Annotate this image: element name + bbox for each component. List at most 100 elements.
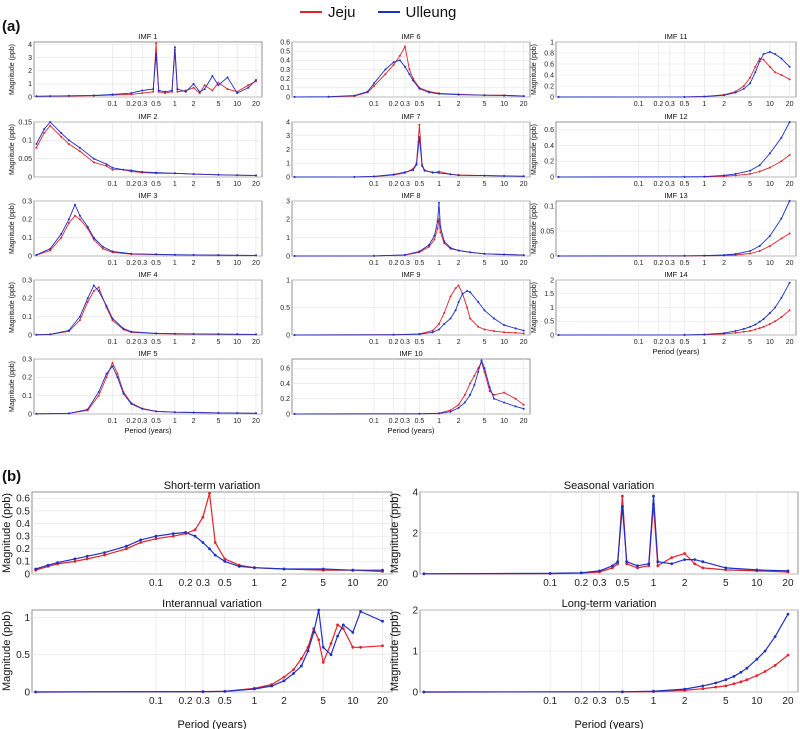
x-tick-label: 0.1 <box>634 260 644 267</box>
data-point-ulleung <box>418 412 421 415</box>
data-point-ulleung <box>201 690 205 694</box>
x-tick-label: 1 <box>173 418 177 425</box>
data-point-ulleung <box>67 94 70 97</box>
data-point-ulleung <box>557 334 560 336</box>
data-point-jeju <box>292 668 295 671</box>
data-point-ulleung <box>78 315 81 318</box>
data-point-ulleung <box>35 333 38 336</box>
plot-area <box>31 609 393 693</box>
data-point-jeju <box>522 332 525 335</box>
y-tick-label: 0.2 <box>280 76 290 83</box>
data-point-jeju <box>321 660 325 664</box>
y-tick-label: 2 <box>286 217 290 224</box>
data-point-ulleung <box>253 687 256 691</box>
chart-imf10: IMF 100.1 0.2 0.3 0.5 1 2 5 10 2000.20.40.6Perio… <box>280 349 531 435</box>
data-point-ulleung <box>176 88 179 91</box>
y-tick-label: 0.3 <box>22 356 32 363</box>
data-point-ulleung <box>732 675 736 678</box>
x-tick-label: 0.1 <box>634 339 644 346</box>
data-point-ulleung <box>192 82 195 85</box>
data-point-ulleung <box>439 225 442 228</box>
y-axis-label: Magnitude (ppb) <box>9 361 16 412</box>
y-tick-label: 0.1 <box>280 85 290 92</box>
data-point-ulleung <box>701 684 705 688</box>
x-tick-label: 0.3 <box>665 181 675 188</box>
data-point-jeju <box>141 92 144 95</box>
x-tick-label: 0.5 <box>680 181 690 188</box>
data-point-ulleung <box>483 174 486 177</box>
x-tick-label: 10 <box>751 696 763 707</box>
x-tick-label: 20 <box>252 339 260 346</box>
x-tick-label: 20 <box>520 418 528 425</box>
data-point-ulleung <box>312 631 316 634</box>
data-point-ulleung <box>49 121 52 123</box>
data-point-ulleung <box>130 92 133 95</box>
data-point-jeju <box>49 249 52 252</box>
data-point-ulleung <box>404 253 406 256</box>
y-tick-label: 0 <box>286 94 290 101</box>
chart-title: IMF 5 <box>138 349 157 358</box>
y-tick-label: 0.4 <box>544 72 554 79</box>
y-tick-label: 1 <box>28 81 32 88</box>
x-tick-label: 0.2 <box>574 578 588 589</box>
data-point-jeju <box>155 42 158 45</box>
y-tick-label: 2 <box>412 528 418 539</box>
y-axis-label: Magnitude (ppb) <box>531 44 538 95</box>
x-tick-label: 10 <box>500 181 508 188</box>
y-tick-label: 0 <box>550 174 554 181</box>
data-point-ulleung <box>693 558 697 561</box>
y-tick-label: 0 <box>28 411 32 418</box>
data-point-ulleung <box>621 505 624 508</box>
y-tick-label: 0 <box>286 174 290 181</box>
y-axis-label: Magnitude (ppb) <box>1 493 13 573</box>
chart-title: IMF 3 <box>138 191 157 200</box>
data-point-ulleung <box>483 252 486 255</box>
data-point-jeju <box>514 331 517 334</box>
data-point-jeju <box>755 674 759 677</box>
data-point-jeju <box>621 494 624 498</box>
x-tick-label: 0.1 <box>108 181 118 188</box>
data-point-jeju <box>171 534 175 538</box>
x-tick-label: 1 <box>173 260 177 267</box>
y-tick-label: 3 <box>286 133 290 140</box>
x-tick-label: 2 <box>192 418 196 425</box>
y-axis-label: Magnitude (ppb) <box>531 124 538 175</box>
x-tick-label: 20 <box>252 260 260 267</box>
data-point-ulleung <box>652 494 655 498</box>
data-point-ulleung <box>774 306 777 309</box>
data-point-jeju <box>247 84 250 87</box>
series-line-ulleung <box>294 59 524 98</box>
chart-imf8: IMF 8 0.1 0.2 0.3 0.5 1 2 5 10 20 0 1 2 3 <box>286 191 531 267</box>
data-point-ulleung <box>101 245 104 248</box>
x-tick-label: 10 <box>751 578 763 589</box>
data-point-jeju <box>754 65 757 68</box>
data-point-jeju <box>754 328 757 331</box>
x-tick-label: 5 <box>748 181 752 188</box>
data-point-ulleung <box>192 332 195 335</box>
plot-area <box>291 358 531 415</box>
data-point-jeju <box>201 515 205 519</box>
data-point-ulleung <box>438 201 440 204</box>
data-point-ulleung <box>788 121 791 123</box>
legend-swatch-jeju <box>300 11 322 13</box>
data-point-ulleung <box>141 89 144 92</box>
panel-label-a: (a) <box>2 18 21 35</box>
y-tick-label: 4 <box>412 487 418 498</box>
x-tick-label: 0.5 <box>415 339 425 346</box>
data-point-jeju <box>768 166 771 169</box>
data-point-jeju <box>443 312 446 314</box>
data-point-ulleung <box>67 218 70 221</box>
chart-title: Interannual variation <box>162 598 262 610</box>
data-point-jeju <box>213 541 217 544</box>
data-point-jeju <box>92 238 95 241</box>
data-point-ulleung <box>683 333 686 336</box>
data-point-ulleung <box>788 200 791 202</box>
x-tick-label: 10 <box>766 101 774 108</box>
y-axis-label: Magnitude (ppb) <box>531 282 538 333</box>
x-tick-label: 1 <box>651 578 657 589</box>
y-tick-label: 0.05 <box>540 228 554 235</box>
data-point-ulleung <box>514 405 517 408</box>
data-point-jeju <box>192 86 195 89</box>
data-point-ulleung <box>758 60 761 63</box>
data-point-jeju <box>67 222 70 224</box>
